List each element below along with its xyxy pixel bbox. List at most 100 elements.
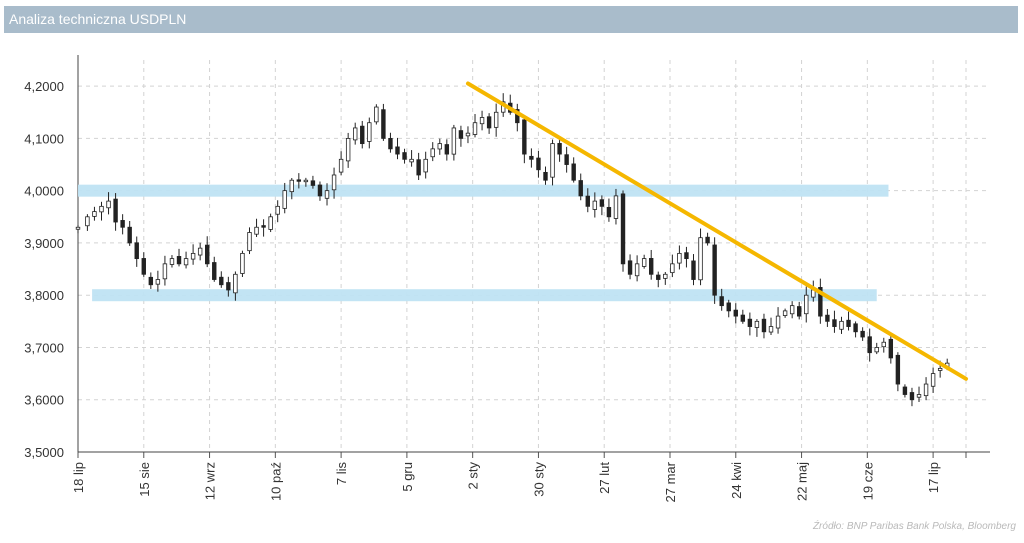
candle-body xyxy=(804,294,809,315)
candle-body xyxy=(261,225,266,228)
source-note: Źródło: BNP Paribas Bank Polska, Bloombe… xyxy=(812,521,1016,532)
candle-body xyxy=(183,258,189,266)
chart-title: Analiza techniczna USDPLN xyxy=(9,11,187,27)
candle-body xyxy=(226,282,231,291)
candle-body xyxy=(106,200,111,209)
candle-body xyxy=(747,318,753,327)
candle-body xyxy=(268,216,273,230)
candle-body xyxy=(733,309,738,317)
candle-body xyxy=(930,373,936,387)
candle-body xyxy=(155,279,161,285)
candle-body xyxy=(634,263,640,277)
candle-body xyxy=(75,226,81,230)
candle-body xyxy=(289,179,294,193)
candle-body xyxy=(444,144,450,155)
candle-body xyxy=(120,220,125,228)
y-tick-label: 3,8000 xyxy=(24,288,64,303)
candle-body xyxy=(522,119,527,155)
candle-body xyxy=(402,152,407,160)
support-resistance-zone xyxy=(92,289,877,302)
x-tick-label: 27 mar xyxy=(663,461,678,502)
candle-body xyxy=(888,338,894,359)
candle-body xyxy=(670,263,675,274)
candle-body xyxy=(317,184,323,197)
candle-body xyxy=(247,232,252,252)
x-tick-label: 10 paź xyxy=(268,462,283,501)
candle-body xyxy=(585,195,590,207)
candle-body xyxy=(543,171,548,181)
candle-body xyxy=(331,174,337,191)
candle-body xyxy=(797,306,802,317)
candle-body xyxy=(169,258,175,265)
x-tick-label: 18 lip xyxy=(71,462,86,493)
y-tick-label: 4,1000 xyxy=(24,131,64,146)
title-bar: Analiza techniczna USDPLN xyxy=(4,6,1018,33)
candle-body xyxy=(698,237,703,281)
candle-body xyxy=(874,347,879,353)
candle-body xyxy=(846,319,851,327)
candle-body xyxy=(254,226,259,235)
x-tick-label: 12 wrz xyxy=(203,462,218,500)
candle-body xyxy=(761,318,767,333)
candle-body xyxy=(219,276,224,286)
candle-body xyxy=(677,252,682,264)
x-tick-label: 30 sty xyxy=(531,462,546,497)
candle-body xyxy=(641,258,647,267)
candle-body xyxy=(430,148,435,158)
candle-body xyxy=(113,198,118,223)
candle-body xyxy=(853,323,858,333)
y-tick-label: 3,7000 xyxy=(24,340,64,355)
candle-body xyxy=(388,138,393,150)
candle-body xyxy=(99,205,104,213)
candle-body xyxy=(85,216,90,227)
candle-body xyxy=(557,143,562,155)
candle-body xyxy=(620,193,626,265)
candle-body xyxy=(486,116,492,129)
y-tick-label: 4,2000 xyxy=(24,79,64,94)
candle-body xyxy=(197,247,203,256)
candle-body xyxy=(360,125,365,145)
candle-body xyxy=(282,190,287,209)
candle-body xyxy=(367,122,372,142)
candle-body xyxy=(162,263,168,280)
candle-body xyxy=(92,211,97,217)
candle-body xyxy=(190,252,196,260)
candle-body xyxy=(233,273,238,294)
candle-body xyxy=(684,252,689,260)
candle-body xyxy=(345,137,351,162)
candle-body xyxy=(606,206,612,218)
y-tick-label: 4,0000 xyxy=(24,184,64,199)
candle-body xyxy=(839,320,844,330)
candle-body xyxy=(867,336,872,354)
candle-body xyxy=(613,195,619,219)
candle-body xyxy=(148,276,154,286)
candle-body xyxy=(127,226,132,244)
candle-body xyxy=(832,319,837,327)
candle-body xyxy=(529,155,534,160)
candle-body xyxy=(493,111,499,128)
candle-body xyxy=(536,157,541,171)
candle-body xyxy=(726,302,731,312)
candle-body xyxy=(134,242,139,260)
candle-body xyxy=(458,130,464,139)
candle-body xyxy=(451,127,457,155)
candle-body xyxy=(275,205,280,215)
candle-body xyxy=(789,305,795,315)
x-tick-label: 27 lut xyxy=(597,462,612,494)
candle-body xyxy=(881,341,886,348)
x-tick-label: 17 lip xyxy=(926,462,941,493)
candle-body xyxy=(712,244,717,296)
candle-body xyxy=(782,310,788,316)
x-tick-label: 24 kwi xyxy=(729,462,744,499)
candle-body xyxy=(212,262,217,280)
candle-body xyxy=(895,354,901,385)
candle-body xyxy=(176,256,182,265)
y-tick-label: 3,9000 xyxy=(24,236,64,251)
candle-body xyxy=(141,258,146,275)
candle-body xyxy=(205,244,210,265)
candle-body xyxy=(754,320,760,328)
candle-body xyxy=(240,252,245,274)
candle-body xyxy=(705,236,710,244)
candle-body xyxy=(578,180,583,197)
candle-body xyxy=(465,132,471,137)
